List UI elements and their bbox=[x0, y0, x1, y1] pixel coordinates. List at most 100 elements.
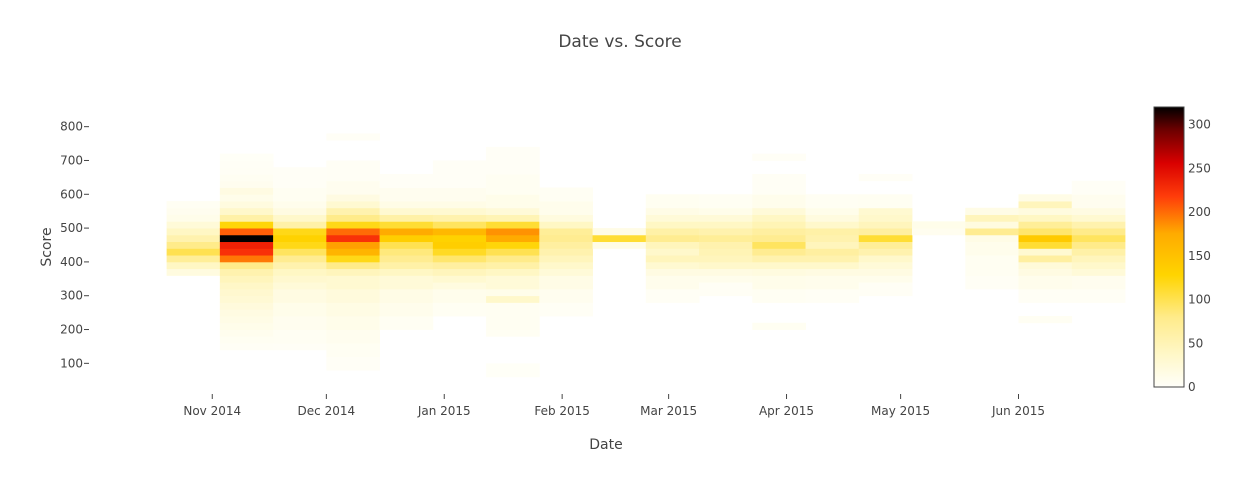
heatmap-cell bbox=[965, 234, 1019, 243]
heatmap-cell bbox=[486, 255, 540, 263]
heatmap-cell bbox=[1018, 316, 1073, 324]
heatmap-cell bbox=[273, 241, 327, 249]
x-tick-label: Dec 2014 bbox=[298, 404, 356, 418]
heatmap-cell bbox=[273, 207, 327, 215]
heatmap-cell bbox=[1071, 248, 1126, 256]
heatmap-cell bbox=[219, 261, 274, 270]
heatmap-cell bbox=[166, 207, 221, 215]
heatmap-cell bbox=[379, 214, 434, 222]
heatmap-cell bbox=[432, 221, 487, 229]
heatmap-cell bbox=[219, 207, 274, 215]
heatmap-cell bbox=[273, 302, 327, 317]
heatmap-cell bbox=[219, 248, 274, 256]
heatmap-cell bbox=[752, 275, 806, 290]
heatmap-cell bbox=[752, 228, 806, 236]
heatmap-cell bbox=[273, 288, 327, 303]
heatmap-cell bbox=[379, 275, 434, 290]
heatmap-cell bbox=[486, 288, 540, 297]
heatmap-cell bbox=[1018, 228, 1073, 236]
x-tick-label: Mar 2015 bbox=[640, 404, 697, 418]
heatmap-cell bbox=[379, 228, 434, 236]
heatmap-cell bbox=[645, 228, 700, 236]
heatmap-cell bbox=[273, 282, 327, 290]
heatmap-cell bbox=[699, 194, 753, 209]
heatmap-cell bbox=[805, 268, 860, 276]
heatmap-cell bbox=[1018, 275, 1073, 290]
heatmap-cell bbox=[912, 221, 966, 229]
heatmap-cell bbox=[379, 268, 434, 276]
heatmap-cell bbox=[379, 248, 434, 256]
heatmap-cell bbox=[699, 275, 753, 283]
heatmap-cell bbox=[858, 241, 913, 249]
heatmap-cell bbox=[486, 261, 540, 270]
heatmap-cell bbox=[1018, 207, 1073, 215]
heatmap-cell bbox=[1071, 228, 1126, 236]
heatmap-cell bbox=[858, 214, 913, 222]
heatmap-cell bbox=[539, 248, 593, 256]
heatmap-cell bbox=[539, 288, 593, 303]
heatmap-cell bbox=[432, 261, 487, 270]
y-tick-label: 200 bbox=[60, 323, 83, 337]
heatmap-cell bbox=[432, 275, 487, 283]
y-tick-label: 300 bbox=[60, 289, 83, 303]
heatmap-cell bbox=[699, 214, 753, 222]
heatmap-cell bbox=[432, 255, 487, 263]
heatmap-cell bbox=[486, 241, 540, 249]
heatmap-cell bbox=[486, 268, 540, 276]
heatmap-cell bbox=[645, 248, 700, 256]
colorbar-tick-label: 200 bbox=[1188, 205, 1211, 219]
y-tick-label: 500 bbox=[60, 221, 83, 235]
heatmap-cell bbox=[219, 275, 274, 283]
heatmap-cell bbox=[858, 282, 913, 297]
heatmap-cell bbox=[805, 234, 860, 243]
heatmap-cell bbox=[379, 241, 434, 249]
heatmap-cell bbox=[326, 207, 380, 215]
heatmap-cell bbox=[326, 288, 380, 303]
heatmap-cell bbox=[432, 234, 487, 243]
heatmap-cell bbox=[805, 228, 860, 236]
heatmap-cell bbox=[219, 302, 274, 310]
heatmap-cell bbox=[219, 336, 274, 344]
heatmap-cell bbox=[645, 268, 700, 276]
heatmap-cell bbox=[219, 234, 274, 243]
colorbar-tick-label: 150 bbox=[1188, 249, 1211, 263]
heatmap-cell bbox=[486, 174, 540, 195]
heatmap-cell bbox=[699, 221, 753, 229]
heatmap-cell bbox=[379, 302, 434, 317]
heatmap-cell bbox=[166, 201, 221, 209]
heatmap-cell bbox=[166, 221, 221, 229]
heatmap-cell bbox=[486, 329, 540, 337]
heatmap-cell bbox=[805, 241, 860, 249]
heatmap-cell bbox=[805, 255, 860, 263]
heatmap-cell bbox=[432, 207, 487, 215]
heatmap-cell bbox=[858, 234, 913, 243]
heatmap-cell bbox=[965, 207, 1019, 215]
heatmap-cell bbox=[219, 180, 274, 188]
heatmap-cell bbox=[699, 241, 753, 249]
heatmap-cell bbox=[273, 255, 327, 263]
heatmap-cell bbox=[379, 201, 434, 209]
heatmap-cell bbox=[805, 275, 860, 290]
heatmap-cell bbox=[1018, 194, 1073, 202]
colorbar-tick-label: 300 bbox=[1188, 118, 1211, 132]
heatmap-cell bbox=[432, 288, 487, 303]
heatmap-cell bbox=[752, 221, 806, 229]
x-tick-label: Feb 2015 bbox=[534, 404, 590, 418]
heatmap-cell bbox=[486, 146, 540, 175]
heatmap-cell bbox=[752, 207, 806, 215]
heatmap-cell bbox=[1071, 261, 1126, 270]
heatmap-cell bbox=[965, 221, 1019, 229]
y-tick-label: 800 bbox=[60, 120, 83, 134]
heatmap-cell bbox=[752, 234, 806, 243]
heatmap-cell bbox=[539, 255, 593, 263]
colorbar-tick-label: 0 bbox=[1188, 380, 1196, 394]
heatmap-cell bbox=[805, 221, 860, 229]
heatmap-cell bbox=[645, 221, 700, 229]
heatmap-cell bbox=[326, 160, 380, 182]
heatmap-cell bbox=[432, 187, 487, 202]
heatmap-cell bbox=[539, 234, 593, 243]
heatmap-cell bbox=[1071, 288, 1126, 303]
heatmap-cell bbox=[166, 261, 221, 270]
heatmap-cell bbox=[539, 261, 593, 270]
